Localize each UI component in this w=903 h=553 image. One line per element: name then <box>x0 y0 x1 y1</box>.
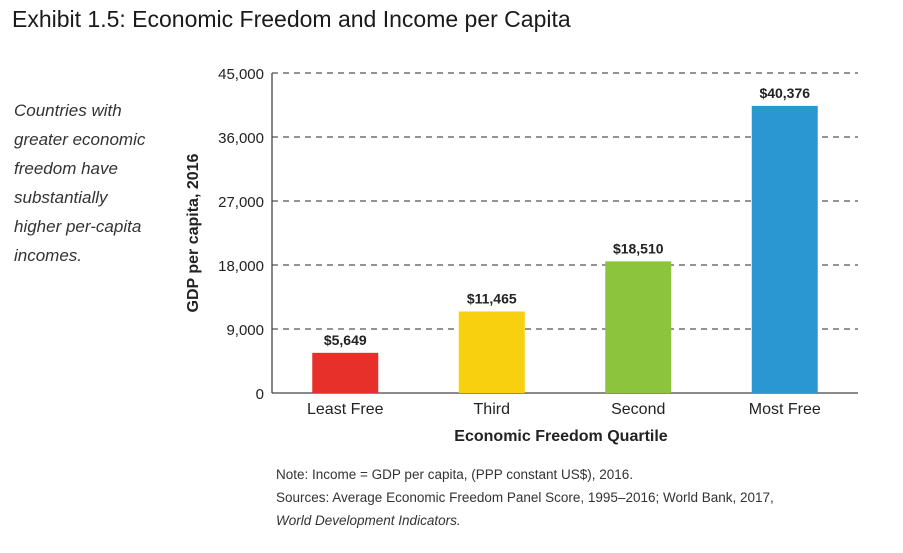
bar <box>458 311 525 393</box>
page-title: Exhibit 1.5: Economic Freedom and Income… <box>12 6 571 32</box>
chart-note: Note: Income = GDP per capita, (PPP cons… <box>276 463 774 532</box>
sources-title: World Development Indicators. <box>276 513 461 528</box>
y-tick-label: 0 <box>256 386 264 403</box>
sources-line: Sources: Average Economic Freedom Panel … <box>276 490 774 505</box>
x-tick-label: Second <box>611 401 665 418</box>
y-axis-title: GDP per capita, 2016 <box>185 153 202 312</box>
x-tick-label: Most Free <box>749 401 821 418</box>
y-tick-label: 9,000 <box>226 322 264 339</box>
bar-chart: 0 9,000 18,000 27,000 36,000 45,000 $5,649 Leas… <box>185 66 858 445</box>
caption-line: Countries with <box>14 101 122 120</box>
data-label: $40,376 <box>759 85 810 101</box>
caption-line: freedom have <box>14 159 118 178</box>
data-label: $5,649 <box>324 332 367 348</box>
data-label: $11,465 <box>467 290 517 306</box>
chart-caption: Countries with greater economic freedom … <box>14 96 184 270</box>
caption-line: substantially <box>14 188 108 207</box>
bar <box>751 105 818 393</box>
caption-line: higher per-capita <box>14 217 142 236</box>
bar <box>605 261 672 393</box>
note-line: Note: Income = GDP per capita, (PPP cons… <box>276 467 634 482</box>
y-tick-label: 27,000 <box>218 194 264 211</box>
x-axis-title: Economic Freedom Quartile <box>454 428 667 445</box>
bar <box>312 352 379 393</box>
y-tick-label: 18,000 <box>218 258 264 275</box>
y-tick-label: 45,000 <box>218 66 264 83</box>
y-tick-label: 36,000 <box>218 130 264 147</box>
x-tick-label: Third <box>474 401 510 418</box>
x-tick-label: Least Free <box>307 401 384 418</box>
data-label: $18,510 <box>613 240 664 256</box>
caption-line: incomes. <box>14 246 83 265</box>
caption-line: greater economic <box>14 130 146 149</box>
